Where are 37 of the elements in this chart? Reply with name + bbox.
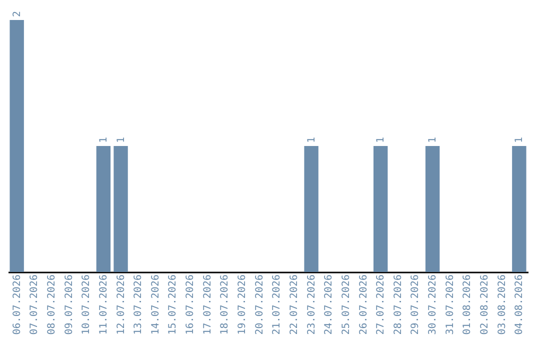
x-tick-label: 01.08.2026 <box>462 274 474 335</box>
x-tick-label: 31.07.2026 <box>444 274 456 335</box>
x-tick-label: 12.07.2026 <box>116 274 127 335</box>
data-label: 2 <box>12 10 23 17</box>
x-tick-label: 09.07.2026 <box>64 274 75 335</box>
x-tick-label: 23.07.2026 <box>306 274 318 335</box>
x-tick-label: 21.07.2026 <box>272 274 283 335</box>
x-tick-label: 18.07.2026 <box>220 274 231 335</box>
x-tick-label: 04.08.2026 <box>514 274 526 335</box>
x-tick-label: 06.07.2026 <box>12 274 23 335</box>
x-tick-label: 30.07.2026 <box>428 274 439 335</box>
x-tick-label: 07.07.2026 <box>29 274 40 335</box>
data-label: 1 <box>376 136 387 143</box>
x-tick-label: 24.07.2026 <box>324 274 335 335</box>
x-tick-label: 27.07.2026 <box>376 274 387 335</box>
data-label: 1 <box>116 136 127 143</box>
x-tick-label: 02.08.2026 <box>480 274 491 335</box>
data-label: 1 <box>428 136 439 143</box>
x-tick-label: 19.07.2026 <box>237 274 248 335</box>
x-tick-label: 16.07.2026 <box>185 274 196 335</box>
x-tick-label: 29.07.2026 <box>410 274 422 335</box>
x-tick-label: 20.07.2026 <box>254 274 266 335</box>
x-tick-label: 17.07.2026 <box>202 274 214 335</box>
x-tick-label: 28.07.2026 <box>392 274 404 335</box>
x-tick-label: 26.07.2026 <box>358 274 370 335</box>
x-tick-label: 15.07.2026 <box>168 274 179 335</box>
data-label: 1 <box>306 136 318 143</box>
x-tick-label: 13.07.2026 <box>133 274 144 335</box>
x-tick-label: 22.07.2026 <box>288 274 300 335</box>
x-tick-label: 25.07.2026 <box>340 274 352 335</box>
data-label: 1 <box>98 136 110 143</box>
x-tick-label: 03.08.2026 <box>496 274 508 335</box>
data-label: 1 <box>514 136 526 143</box>
x-tick-label: 14.07.2026 <box>150 274 162 335</box>
x-tick-label: 11.07.2026 <box>98 274 110 335</box>
x-tick-label: 10.07.2026 <box>81 274 92 335</box>
x-tick-label: 08.07.2026 <box>46 274 58 335</box>
